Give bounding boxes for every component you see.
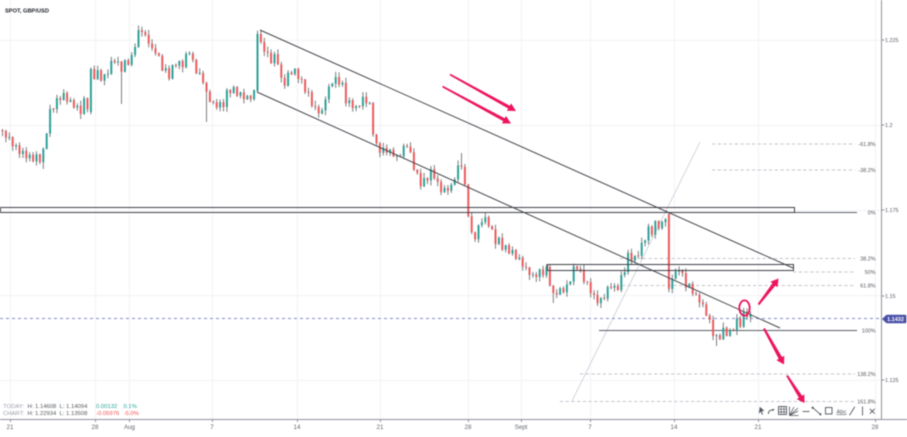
- svg-text:-61.8%: -61.8%: [858, 142, 875, 148]
- svg-text:28: 28: [465, 424, 472, 431]
- svg-text:H: 1.14608: H: 1.14608: [28, 404, 58, 410]
- svg-text:50%: 50%: [865, 270, 876, 276]
- svg-text:SPOT, GBP/USD: SPOT, GBP/USD: [5, 9, 49, 15]
- svg-text:61.8%: 61.8%: [860, 284, 875, 290]
- svg-text:1.1432: 1.1432: [887, 317, 904, 323]
- svg-text:CHART:: CHART:: [3, 411, 25, 417]
- svg-text:0.00132: 0.00132: [96, 404, 117, 410]
- svg-text:1.225: 1.225: [885, 38, 899, 44]
- svg-text:-0.05976: -0.05976: [96, 411, 120, 417]
- svg-text:Aug: Aug: [124, 424, 136, 431]
- svg-text:100%: 100%: [862, 329, 876, 335]
- svg-text:21: 21: [377, 424, 384, 431]
- svg-text:14: 14: [671, 424, 678, 431]
- svg-text:14: 14: [294, 424, 301, 431]
- svg-text:38.2%: 38.2%: [860, 257, 875, 263]
- svg-text:161.8%: 161.8%: [857, 400, 875, 406]
- svg-text:L: 1.13508: L: 1.13508: [60, 411, 89, 417]
- svg-text:21: 21: [7, 424, 14, 431]
- svg-text:Abc: Abc: [837, 409, 847, 415]
- svg-text:-5.0%: -5.0%: [124, 411, 140, 417]
- svg-text:0%: 0%: [868, 211, 876, 217]
- svg-text:Sept: Sept: [515, 424, 528, 431]
- svg-text:1.175: 1.175: [885, 208, 899, 214]
- svg-text:7: 7: [588, 424, 592, 431]
- svg-text:1.125: 1.125: [885, 378, 899, 384]
- svg-text:28: 28: [872, 424, 879, 431]
- svg-text:7: 7: [210, 424, 214, 431]
- svg-text:1.2: 1.2: [885, 123, 893, 129]
- svg-text:28: 28: [92, 424, 99, 431]
- svg-text:TODAY:: TODAY:: [3, 404, 24, 410]
- svg-text:138.2%: 138.2%: [857, 372, 875, 378]
- svg-text:-38.2%: -38.2%: [858, 168, 875, 174]
- svg-text:L: 1.14094: L: 1.14094: [60, 404, 89, 410]
- svg-text:21: 21: [755, 424, 762, 431]
- svg-text:1.15: 1.15: [885, 294, 896, 300]
- svg-text:0.1%: 0.1%: [124, 404, 138, 410]
- svg-text:H: 1.22934: H: 1.22934: [28, 411, 58, 417]
